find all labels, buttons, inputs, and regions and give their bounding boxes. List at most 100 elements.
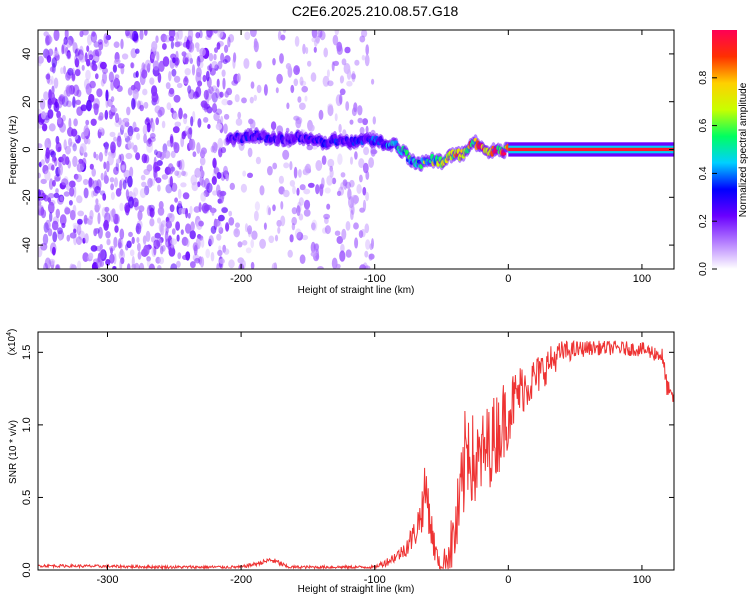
spectrogram-noise-blob xyxy=(121,53,129,60)
spectrogram-noise-blob xyxy=(133,187,139,197)
spectrogram-noise-blob xyxy=(214,219,221,227)
spectrogram-noise-blob xyxy=(68,200,73,206)
spectrogram-noise-blob xyxy=(291,207,298,215)
spectrogram-noise-blob xyxy=(59,214,67,226)
spectrogram-noise-blob xyxy=(191,181,199,192)
spectrogram-noise-blob xyxy=(58,194,65,203)
spectrogram-noise-blob xyxy=(173,75,181,83)
spectrogram-noise-blob xyxy=(224,91,229,98)
spectrogram-noise-blob xyxy=(53,77,59,89)
spectrogram-noise-blob xyxy=(280,201,284,210)
spectrogram-y-tick-label: 40 xyxy=(21,48,33,60)
spectrogram-noise-blob xyxy=(126,240,132,249)
spectrogram-noise-blob xyxy=(61,178,69,186)
snr-panel: -300 -200 -100 0 100 0.0 0.5 1.0 1.5 Height of … xyxy=(6,329,675,595)
spectrogram-noise-blob xyxy=(213,112,220,122)
spectrogram-noise-blob xyxy=(247,228,252,238)
colorbar: 0.0 0.2 0.4 0.6 0.8 Normalized spectral ampl… xyxy=(698,30,749,276)
spectrogram-noise-blob xyxy=(200,192,207,202)
spectrogram-noise-blob xyxy=(301,85,309,93)
spectrogram-noise-blob xyxy=(327,103,334,111)
spectrogram-noise-blob xyxy=(66,234,71,242)
spectrogram-noise-blob xyxy=(63,139,67,151)
spectrogram-noise-blob xyxy=(53,50,60,56)
spectrogram-noise-blob xyxy=(249,96,254,104)
spectrogram-noise-blob xyxy=(200,100,208,108)
spectrogram-x-axis-label: Height of straight line (km) xyxy=(298,285,415,296)
spectrogram-noise-blob xyxy=(177,200,183,208)
spectrogram-noise-blob xyxy=(136,132,141,140)
spectrogram-noise-blob xyxy=(93,41,100,48)
spectrogram-noise-blob xyxy=(223,113,230,120)
spectrogram-noise-blob xyxy=(189,57,193,64)
spectrogram-noise-blob xyxy=(313,46,317,53)
spectrogram-noise-blob xyxy=(165,184,173,194)
spectrogram-noise-blob xyxy=(326,175,333,186)
spectrogram-noise-blob xyxy=(97,39,103,45)
spectrogram-noise-blob xyxy=(185,39,191,50)
spectrogram-noise-blob xyxy=(142,124,148,136)
spectrogram-noise-blob xyxy=(205,70,210,82)
spectrogram-noise-blob xyxy=(87,138,91,145)
spectrogram-noise-blob xyxy=(327,80,334,87)
spectrogram-noise-blob xyxy=(227,36,231,48)
spectrogram-noise-blob xyxy=(74,48,79,58)
spectrogram-noise-blob xyxy=(75,58,80,66)
spectrogram-noise-blob xyxy=(113,166,119,175)
spectrogram-noise-blob xyxy=(206,106,213,114)
spectrogram-noise-blob xyxy=(235,118,243,126)
spectrogram-y-axis-label: Frequency (Hz) xyxy=(8,116,19,185)
spectrogram-noise-blob xyxy=(165,227,169,234)
spectrogram-noise-blob xyxy=(113,76,118,89)
spectrogram-noise-blob xyxy=(332,34,339,46)
spectrogram-noise-blob xyxy=(128,231,133,238)
spectrogram-noise-blob xyxy=(187,30,194,41)
spectrogram-noise-blob xyxy=(203,117,209,123)
spectrogram-noise-blob xyxy=(83,214,88,225)
spectrogram-noise-blob xyxy=(301,234,309,241)
spectrogram-noise-blob xyxy=(292,185,296,195)
spectrogram-noise-blob xyxy=(141,181,147,188)
spectrogram-noise-blob xyxy=(370,149,378,155)
spectrogram-noise-blob xyxy=(221,98,229,106)
spectrogram-noise-blob xyxy=(106,238,111,246)
spectrogram-noise-blob xyxy=(290,84,295,94)
spectrogram-noise-blob xyxy=(63,65,66,75)
spectrogram-noise-blob xyxy=(79,45,84,58)
spectrogram-noise-blob xyxy=(141,153,148,164)
spectrogram-noise-blob xyxy=(196,46,200,53)
snr-y-tick-label: 0.5 xyxy=(21,490,33,505)
spectrogram-noise-blob xyxy=(218,227,224,234)
spectrogram-noise-blob xyxy=(318,109,324,120)
spectrogram-noise-blob xyxy=(44,257,52,269)
spectrogram-noise-blob xyxy=(344,46,351,54)
spectrogram-noise-blob xyxy=(198,220,204,227)
snr-multiplier-label: (x104) xyxy=(6,329,18,356)
spectrogram-noise-blob xyxy=(216,42,221,50)
spectrogram-noise-blob xyxy=(243,58,250,69)
spectrogram-noise-blob xyxy=(120,257,125,265)
spectrogram-noise-blob xyxy=(72,204,77,214)
spectrogram-noise-blob xyxy=(254,201,260,211)
spectrogram-noise-blob xyxy=(349,119,354,125)
spectrogram-noise-blob xyxy=(365,125,369,134)
spectrogram-noise-blob xyxy=(216,233,222,241)
spectrogram-noise-blob xyxy=(48,178,54,190)
spectrogram-noise-blob xyxy=(64,206,70,215)
spectrogram-noise-blob xyxy=(125,152,133,160)
spectrogram-noise-blob xyxy=(120,38,124,50)
spectrogram-noise-blob xyxy=(268,235,275,244)
spectrogram-noise-blob xyxy=(259,238,266,249)
spectrogram-noise-blob xyxy=(221,207,228,213)
spectrogram-noise-blob xyxy=(315,160,323,171)
spectrogram-noise-blob xyxy=(341,58,347,66)
spectrogram-noise-blob xyxy=(271,262,278,269)
spectrogram-noise-blob xyxy=(250,81,255,89)
spectrogram-noise-blob xyxy=(96,256,102,269)
spectrogram-noise-blob xyxy=(76,224,82,236)
spectrogram-noise-blob xyxy=(216,172,222,179)
spectrogram-noise-blob xyxy=(82,30,89,36)
spectrogram-noise-blob xyxy=(168,71,172,82)
spectrogram-noise-blob xyxy=(167,212,173,219)
